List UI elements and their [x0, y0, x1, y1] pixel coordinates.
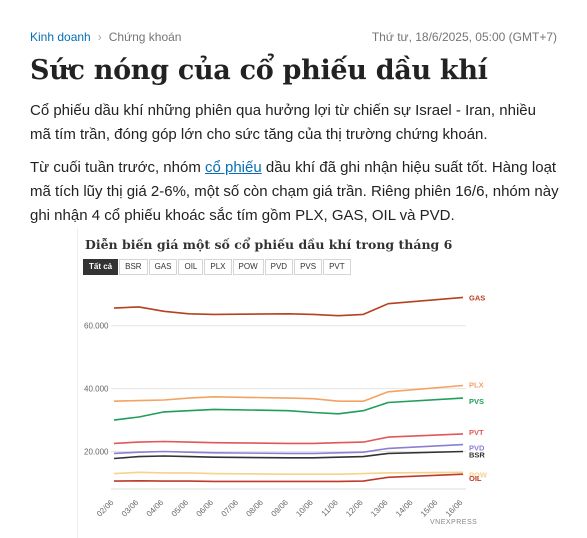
paragraph-text-before: Từ cuối tuần trước, nhóm — [30, 159, 205, 176]
article-title: Sức nóng của cổ phiếu dầu khí — [30, 55, 488, 86]
article-paragraph: Từ cuối tuần trước, nhóm cổ phiếu dầu kh… — [30, 156, 560, 228]
tab-gas[interactable]: GAS — [148, 259, 178, 275]
tab-pvt[interactable]: PVT — [323, 259, 351, 275]
breadcrumb: Kinh doanh › Chứng khoán — [30, 30, 181, 44]
x-tick-label: 04/06 — [145, 498, 166, 519]
tab-pvs[interactable]: PVS — [294, 259, 323, 275]
series-line-oil — [113, 473, 464, 483]
x-tick-label: 05/06 — [170, 498, 191, 519]
chevron-right-icon: › — [97, 30, 102, 44]
series-line-pow — [113, 471, 464, 475]
price-chart-card: 20.000 40.000 60.000 02/06 03/06 04/06 05/06 06… — [77, 228, 500, 538]
series-label-oil: OIL — [469, 474, 482, 483]
series-line-plx — [113, 384, 464, 402]
article-meta: Kinh doanh › Chứng khoán Thứ tư, 18/6/20… — [30, 30, 560, 46]
x-tick-label: 15/06 — [419, 498, 440, 519]
series-line-pvt — [113, 433, 464, 445]
x-tick-label: 07/06 — [220, 498, 241, 519]
publish-date: Thứ tư, 18/6/2025, 05:00 (GMT+7) — [371, 30, 557, 44]
x-tick-label: 12/06 — [344, 498, 365, 519]
x-tick-label: 14/06 — [394, 498, 415, 519]
y-tick-label: 40.000 — [84, 385, 109, 394]
tab-bsr[interactable]: BSR — [119, 259, 148, 275]
stock-filter-tabs: Tất cả BSR GAS OIL PLX POW PVD PVS PVT — [83, 259, 352, 275]
x-tick-label: 10/06 — [294, 498, 315, 519]
x-tick-label: 13/06 — [369, 498, 390, 519]
x-tick-label: 03/06 — [120, 498, 141, 519]
tab-pow[interactable]: POW — [232, 259, 264, 275]
tab-plx[interactable]: PLX — [204, 259, 232, 275]
breadcrumb-subcategory-link[interactable]: Chứng khoán — [108, 30, 182, 44]
x-tick-label: 08/06 — [244, 498, 265, 519]
tab-oil[interactable]: OIL — [178, 259, 204, 275]
series-label-pvd: PVD — [469, 444, 485, 453]
series-line-bsr — [113, 450, 464, 460]
series-label-plx: PLX — [469, 381, 484, 390]
tab-all[interactable]: Tất cả — [83, 259, 119, 275]
series-label-pvt: PVT — [469, 428, 484, 437]
x-tick-label: 16/06 — [444, 498, 465, 519]
y-tick-label: 60.000 — [84, 322, 109, 331]
chart-title: Diễn biến giá một số cổ phiếu dầu khí tr… — [85, 237, 453, 252]
series-label-pow: POW — [469, 470, 488, 479]
stock-topic-link[interactable]: cổ phiếu — [204, 159, 262, 176]
x-tick-label: 09/06 — [269, 498, 290, 519]
series-label-bsr: BSR — [469, 451, 485, 460]
y-tick-label: 20.000 — [84, 448, 109, 457]
series-line-pvd — [113, 443, 464, 455]
paragraph-text-after: dầu khí đã ghi nhận hiệu suất tốt. Hàng … — [30, 159, 559, 224]
x-tick-label: 11/06 — [320, 498, 340, 518]
breadcrumb-category-link[interactable]: Kinh doanh — [30, 30, 91, 44]
series-label-pvs: PVS — [469, 397, 484, 406]
price-line-chart: 20.000 40.000 60.000 02/06 03/06 04/06 05/06 06… — [84, 293, 488, 526]
tab-pvd[interactable]: PVD — [264, 259, 294, 275]
vnexpress-logo: VNEXPRESS — [430, 519, 477, 526]
series-line-gas — [113, 296, 464, 317]
article-lead-paragraph: Cổ phiếu dầu khí những phiên qua hưởng l… — [30, 102, 536, 143]
x-tick-label: 06/06 — [195, 498, 216, 519]
series-line-pvs — [113, 397, 464, 421]
x-tick-label: 02/06 — [95, 498, 116, 519]
series-label-gas: GAS — [469, 293, 485, 302]
